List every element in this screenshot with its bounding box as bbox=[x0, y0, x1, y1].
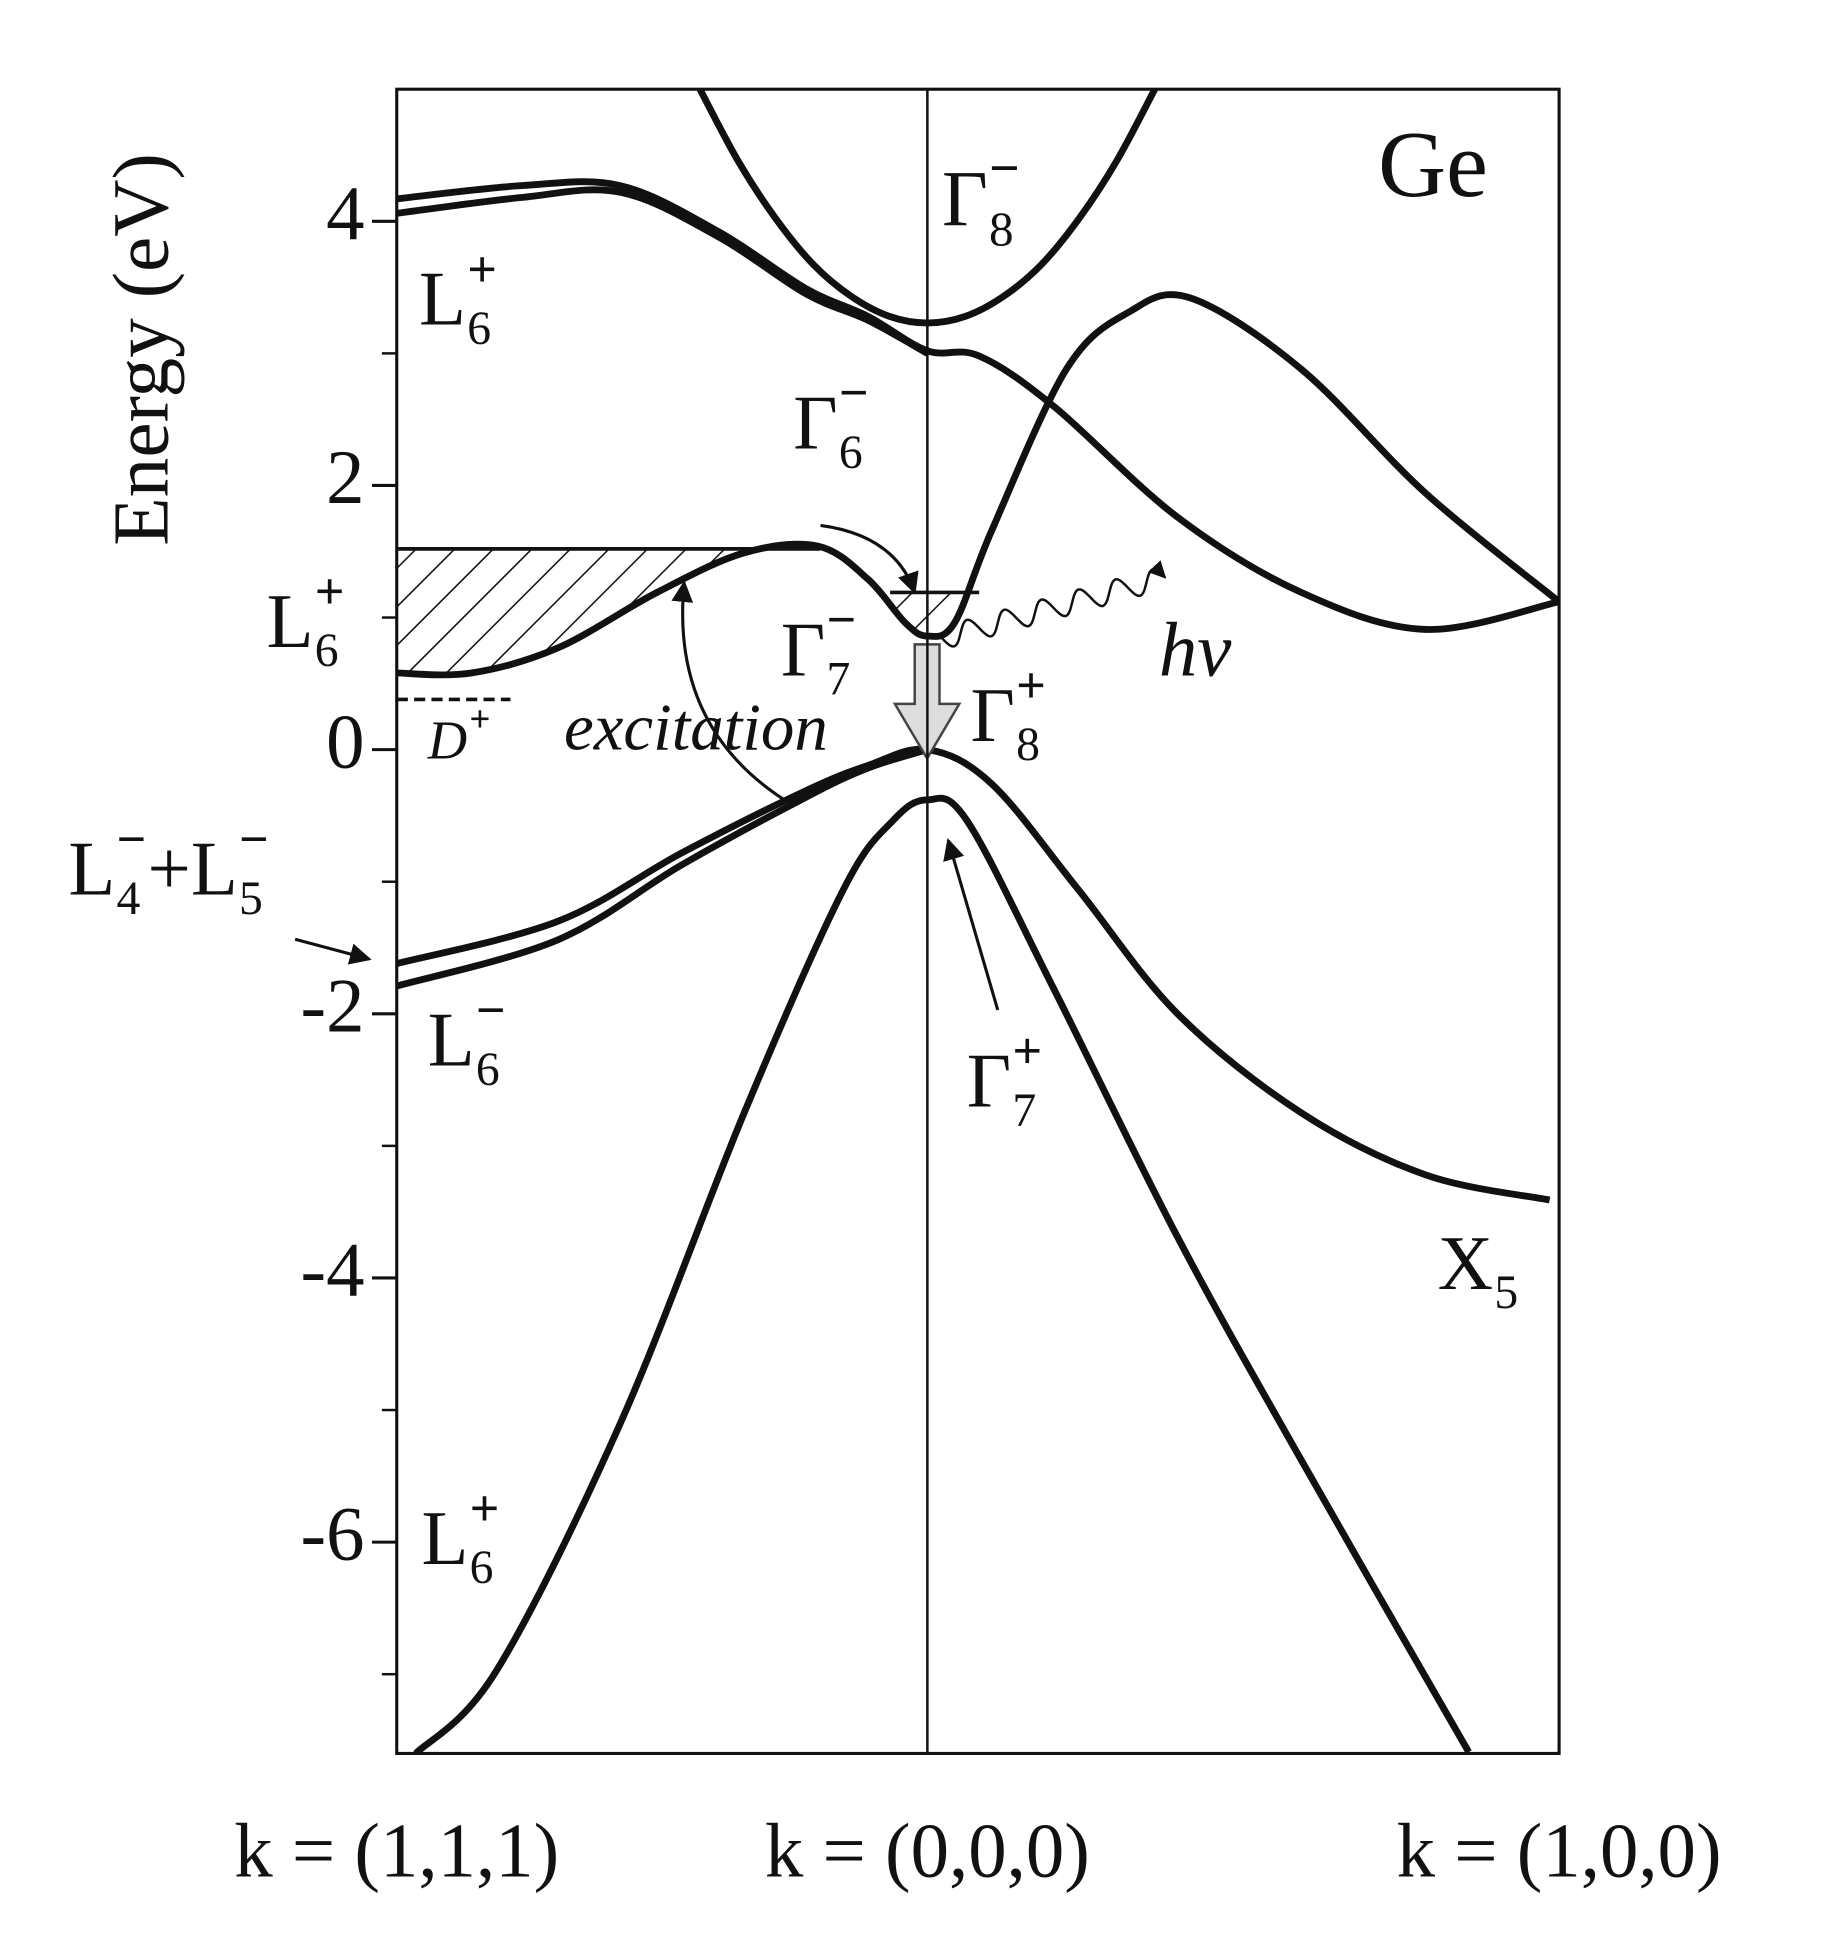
annotation-sub: 6 bbox=[467, 303, 491, 355]
y-tick-label: 0 bbox=[326, 699, 364, 784]
annotation: Ge bbox=[1378, 113, 1488, 217]
annotation: D bbox=[427, 709, 467, 770]
annotation-sub: 6 bbox=[470, 1542, 494, 1594]
annotation-sub: 6 bbox=[839, 427, 863, 479]
annotation: hν bbox=[1159, 607, 1232, 692]
y-tick-label: -4 bbox=[301, 1228, 365, 1313]
band-curve bbox=[396, 745, 1551, 1204]
annotation: Γ bbox=[781, 607, 825, 692]
annotation-sub: 6 bbox=[315, 625, 339, 677]
annotation-sub: 7 bbox=[1012, 1085, 1036, 1137]
occupied-region bbox=[396, 548, 820, 674]
annotation-sub: 6 bbox=[476, 1044, 500, 1096]
annotation: L bbox=[267, 579, 314, 664]
band-curve bbox=[396, 746, 929, 990]
y-axis-label: Energy (eV) bbox=[97, 153, 185, 546]
annotation-sub: 8 bbox=[989, 201, 1014, 256]
annotation: Γ bbox=[967, 1039, 1011, 1124]
annotation-sup: + bbox=[470, 1479, 500, 1537]
annotation-sup: + bbox=[469, 699, 490, 740]
annotation: X bbox=[1438, 1221, 1493, 1306]
annotation-sup: − bbox=[827, 591, 857, 649]
annotation-sub: 7 bbox=[827, 654, 851, 706]
x-tick-label: k = (1,1,1) bbox=[234, 1808, 559, 1893]
band-curve bbox=[413, 794, 1472, 1754]
excitation-arrow bbox=[671, 580, 795, 807]
gamma7-arrow bbox=[943, 838, 1000, 1011]
annotation-sup: − bbox=[476, 981, 506, 1039]
y-tick-label: -6 bbox=[301, 1492, 365, 1577]
annotation: Γ bbox=[793, 381, 837, 466]
band-curve bbox=[396, 186, 930, 357]
annotation-sup: + bbox=[1012, 1022, 1042, 1080]
annotation-sub: 8 bbox=[1016, 719, 1040, 771]
annotation-sup: − bbox=[989, 138, 1020, 198]
annotation: +L bbox=[148, 827, 238, 912]
annotation-sub: 4 bbox=[117, 873, 141, 925]
y-tick-label: -2 bbox=[301, 963, 365, 1048]
annotation-sup: + bbox=[1016, 657, 1046, 715]
annotation-sup: − bbox=[839, 364, 869, 422]
x-tick-label: k = (1,0,0) bbox=[1397, 1808, 1722, 1893]
annotation: L bbox=[422, 1496, 469, 1581]
annotation-sub: 5 bbox=[1494, 1267, 1518, 1319]
annotation: L bbox=[68, 827, 115, 912]
annotation: Γ bbox=[970, 673, 1014, 758]
annotation: L bbox=[419, 257, 466, 342]
annotation-sup: − bbox=[117, 810, 147, 868]
annotation-sup: + bbox=[315, 562, 345, 620]
annotation-sup: − bbox=[239, 810, 269, 868]
hatch-layer bbox=[396, 547, 980, 702]
annotation-sup: + bbox=[467, 240, 497, 298]
annotation-sub: 5 bbox=[239, 873, 263, 925]
annotation: L bbox=[428, 998, 475, 1083]
plot-frame bbox=[395, 87, 1561, 1755]
y-tick-label: 2 bbox=[326, 435, 364, 520]
band-curve bbox=[396, 178, 1560, 633]
l4-l5-arrow bbox=[294, 937, 372, 965]
x-tick-label: k = (0,0,0) bbox=[765, 1808, 1090, 1893]
y-tick-label: 4 bbox=[326, 171, 364, 256]
photon-wave bbox=[941, 560, 1167, 648]
annotation: excitation bbox=[564, 691, 828, 765]
relaxation-arrow bbox=[820, 523, 919, 595]
band-curve bbox=[396, 291, 1560, 679]
band-curves bbox=[396, 89, 1560, 1754]
annotation: Γ bbox=[942, 156, 988, 244]
